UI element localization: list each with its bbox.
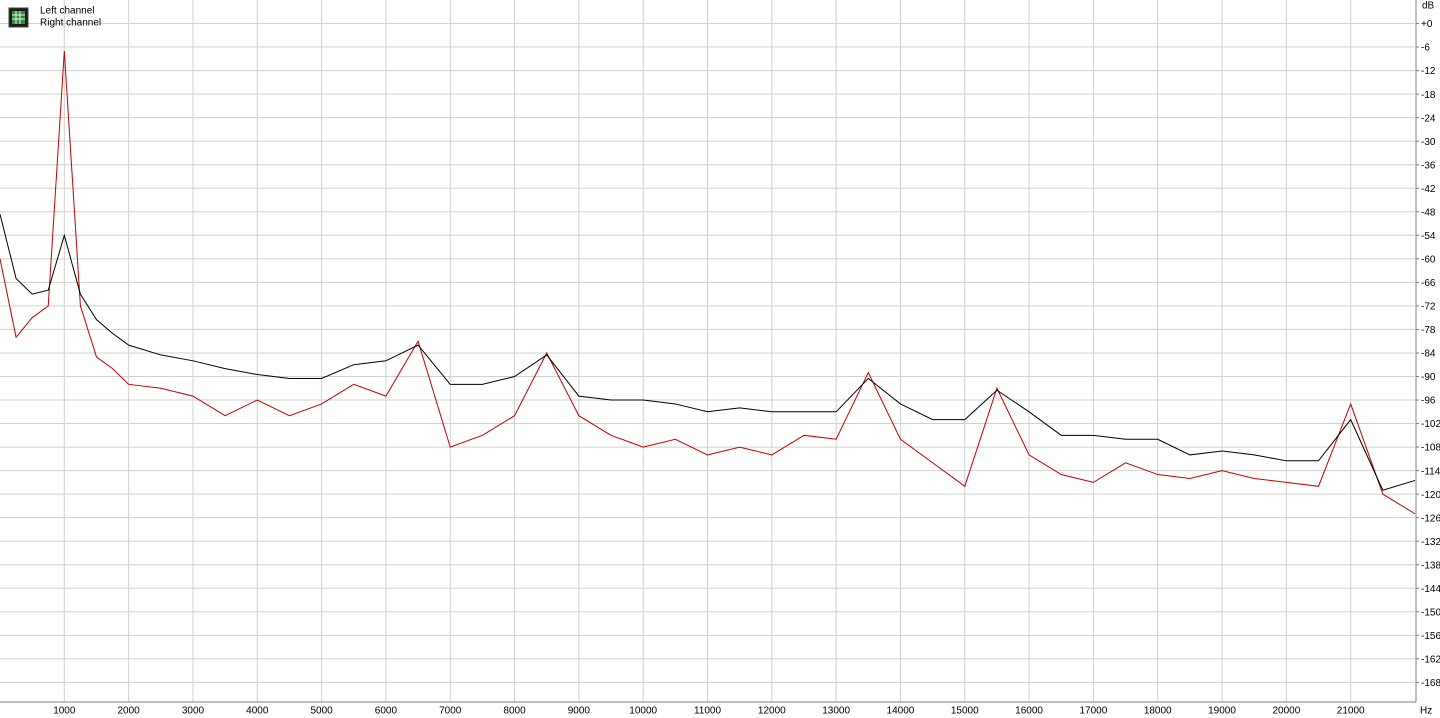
x-tick-label: 21000: [1337, 706, 1365, 717]
plot: [0, 50, 1416, 515]
x-tick-label: 8000: [503, 706, 526, 717]
x-tick-label: 10000: [629, 706, 657, 717]
y-tick-label: -18: [1421, 90, 1436, 101]
y-tick-label: -6: [1421, 43, 1430, 54]
x-tick-label: 19000: [1208, 706, 1236, 717]
y-tick-label: -72: [1421, 302, 1436, 313]
y-tick-label: -162: [1421, 655, 1440, 666]
y-unit: dB: [1422, 1, 1435, 12]
y-tick-label: -156: [1421, 631, 1440, 642]
legend-entry: Left channel: [40, 6, 95, 17]
y-tick-label: -126: [1421, 513, 1440, 524]
y-tick-label: -168: [1421, 678, 1440, 689]
x-tick-label: 4000: [246, 706, 269, 717]
x-tick-label: 15000: [951, 706, 979, 717]
y-tick-label: -24: [1421, 113, 1436, 124]
x-tick-label: 20000: [1272, 706, 1300, 717]
y-tick-label: -30: [1421, 137, 1436, 148]
x-unit: Hz: [1420, 706, 1432, 717]
grid: [0, 0, 1415, 702]
y-tick-label: -132: [1421, 537, 1440, 548]
x-tick-label: 11000: [694, 706, 722, 717]
y-tick-label: -96: [1421, 396, 1436, 407]
y-tick-label: -66: [1421, 278, 1436, 289]
y-tick-label: -60: [1421, 254, 1436, 265]
x-tick-label: 2000: [118, 706, 141, 717]
y-tick-label: -144: [1421, 584, 1440, 595]
y-tick-label: -36: [1421, 160, 1436, 171]
series-line: [0, 214, 1416, 491]
x-tick-label: 13000: [822, 706, 850, 717]
y-tick-label: -42: [1421, 184, 1436, 195]
y-tick-label: -108: [1421, 443, 1440, 454]
y-tick-label: -78: [1421, 325, 1436, 336]
x-tick-label: 16000: [1015, 706, 1043, 717]
x-tick-label: 9000: [568, 706, 591, 717]
x-tick-label: 1000: [53, 706, 76, 717]
y-tick-label: -138: [1421, 560, 1440, 571]
x-tick-label: 6000: [375, 706, 398, 717]
x-tick-label: 17000: [1080, 706, 1108, 717]
x-tick-label: 18000: [1144, 706, 1172, 717]
legend-entry: Right channel: [40, 18, 101, 29]
x-tick-label: 12000: [758, 706, 786, 717]
x-tick-label: 5000: [310, 706, 333, 717]
y-tick-label: -12: [1421, 66, 1436, 77]
y-tick-label: -84: [1421, 349, 1436, 360]
x-tick-label: 7000: [439, 706, 462, 717]
y-tick-label: -150: [1421, 607, 1440, 618]
x-tick-label: 14000: [887, 706, 915, 717]
y-tick-label: -102: [1421, 419, 1440, 430]
y-tick-label: -48: [1421, 207, 1436, 218]
y-tick-label: -120: [1421, 490, 1440, 501]
x-tick-label: 3000: [182, 706, 205, 717]
y-tick-label: +0: [1421, 19, 1433, 30]
y-tick-label: -90: [1421, 372, 1436, 383]
series-line: [0, 50, 1416, 515]
legend-icon: [8, 7, 29, 28]
y-tick-label: -114: [1421, 466, 1440, 477]
y-tick-label: -54: [1421, 231, 1436, 242]
